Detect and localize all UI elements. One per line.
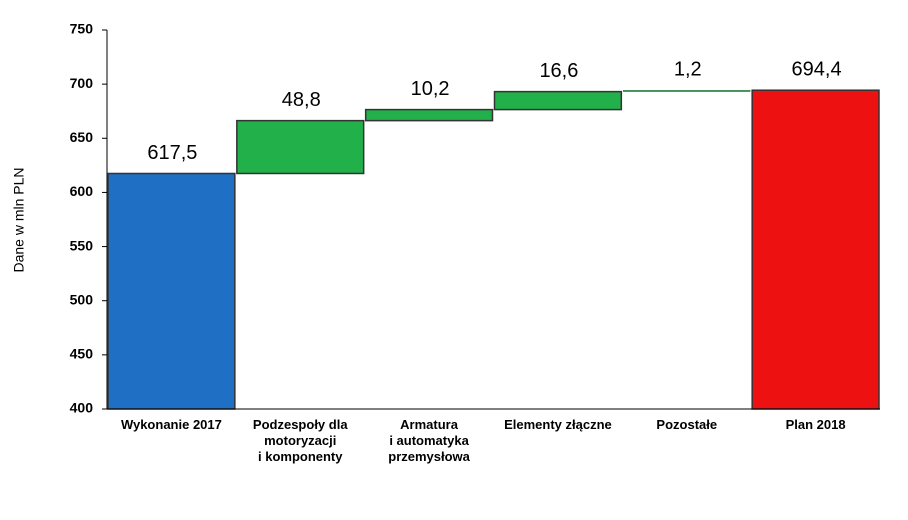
value-label: 16,6 xyxy=(539,60,578,82)
y-tick-label: 650 xyxy=(70,129,94,145)
y-tick-label: 400 xyxy=(70,400,94,416)
y-tick-label: 750 xyxy=(70,21,94,37)
value-label: 48,8 xyxy=(282,89,321,111)
y-tick-label: 500 xyxy=(70,291,94,307)
value-label: 694,4 xyxy=(792,58,842,80)
x-tick-label: Wykonanie 2017 xyxy=(120,417,222,432)
bar xyxy=(107,172,236,410)
y-axis-label: Dane w mln PLN xyxy=(11,167,27,272)
x-tick-label: Podzespoły dla motoryzacji i komponenty xyxy=(252,417,348,464)
y-tick-label: 550 xyxy=(70,237,94,253)
bar xyxy=(493,90,623,111)
x-tick-label: Pozostałe xyxy=(656,417,718,432)
bar xyxy=(623,90,751,92)
x-tick-label: Elementy złączne xyxy=(504,417,612,432)
value-label: 10,2 xyxy=(411,78,450,100)
y-tick-label: 700 xyxy=(70,75,94,91)
x-tick-label: Armatura i automatyka przemysłowa xyxy=(388,417,470,464)
bar xyxy=(364,108,494,122)
bar xyxy=(751,89,880,410)
y-tick-label: 450 xyxy=(70,346,94,362)
bar xyxy=(236,119,365,175)
value-label: 1,2 xyxy=(674,59,702,81)
x-tick-label: Plan 2018 xyxy=(785,417,846,432)
value-label: 617,5 xyxy=(147,142,197,164)
y-tick-label: 600 xyxy=(70,183,94,199)
